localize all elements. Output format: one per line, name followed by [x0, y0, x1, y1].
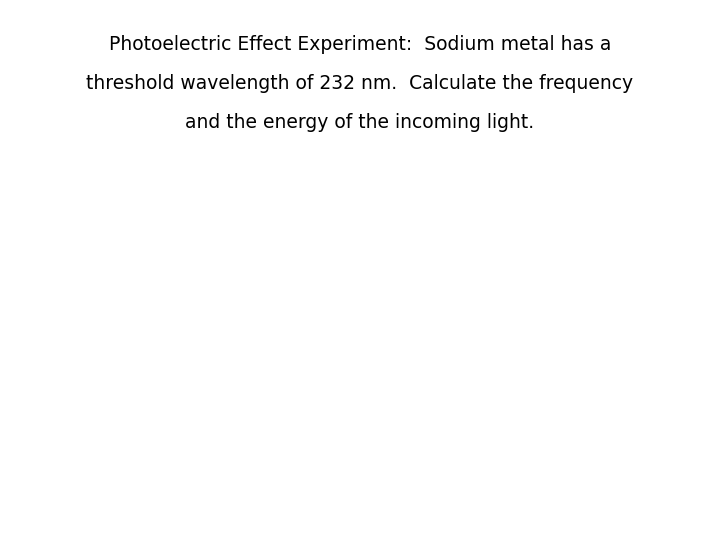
- Text: Photoelectric Effect Experiment:  Sodium metal has a: Photoelectric Effect Experiment: Sodium …: [109, 35, 611, 54]
- Text: and the energy of the incoming light.: and the energy of the incoming light.: [186, 113, 534, 132]
- Text: threshold wavelength of 232 nm.  Calculate the frequency: threshold wavelength of 232 nm. Calculat…: [86, 74, 634, 93]
